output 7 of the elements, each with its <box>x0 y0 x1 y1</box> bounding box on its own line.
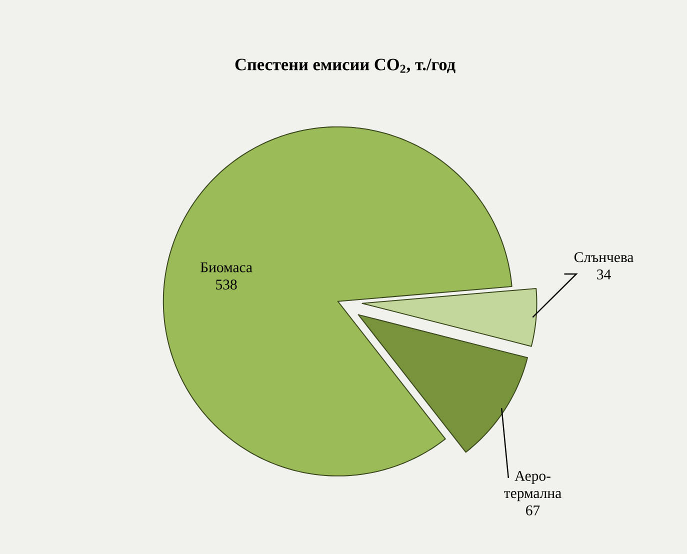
chart-title: Спестени емисии CO$_{2}$, т./год <box>235 58 456 74</box>
data-label: 34 <box>597 270 611 280</box>
slice-label: Слънчева <box>574 252 634 262</box>
slice-label: Биомаса <box>200 262 252 272</box>
slice-label: Аеро-термална <box>504 470 562 502</box>
data-label: 67 <box>526 505 540 516</box>
data-label: 538 <box>216 280 237 290</box>
